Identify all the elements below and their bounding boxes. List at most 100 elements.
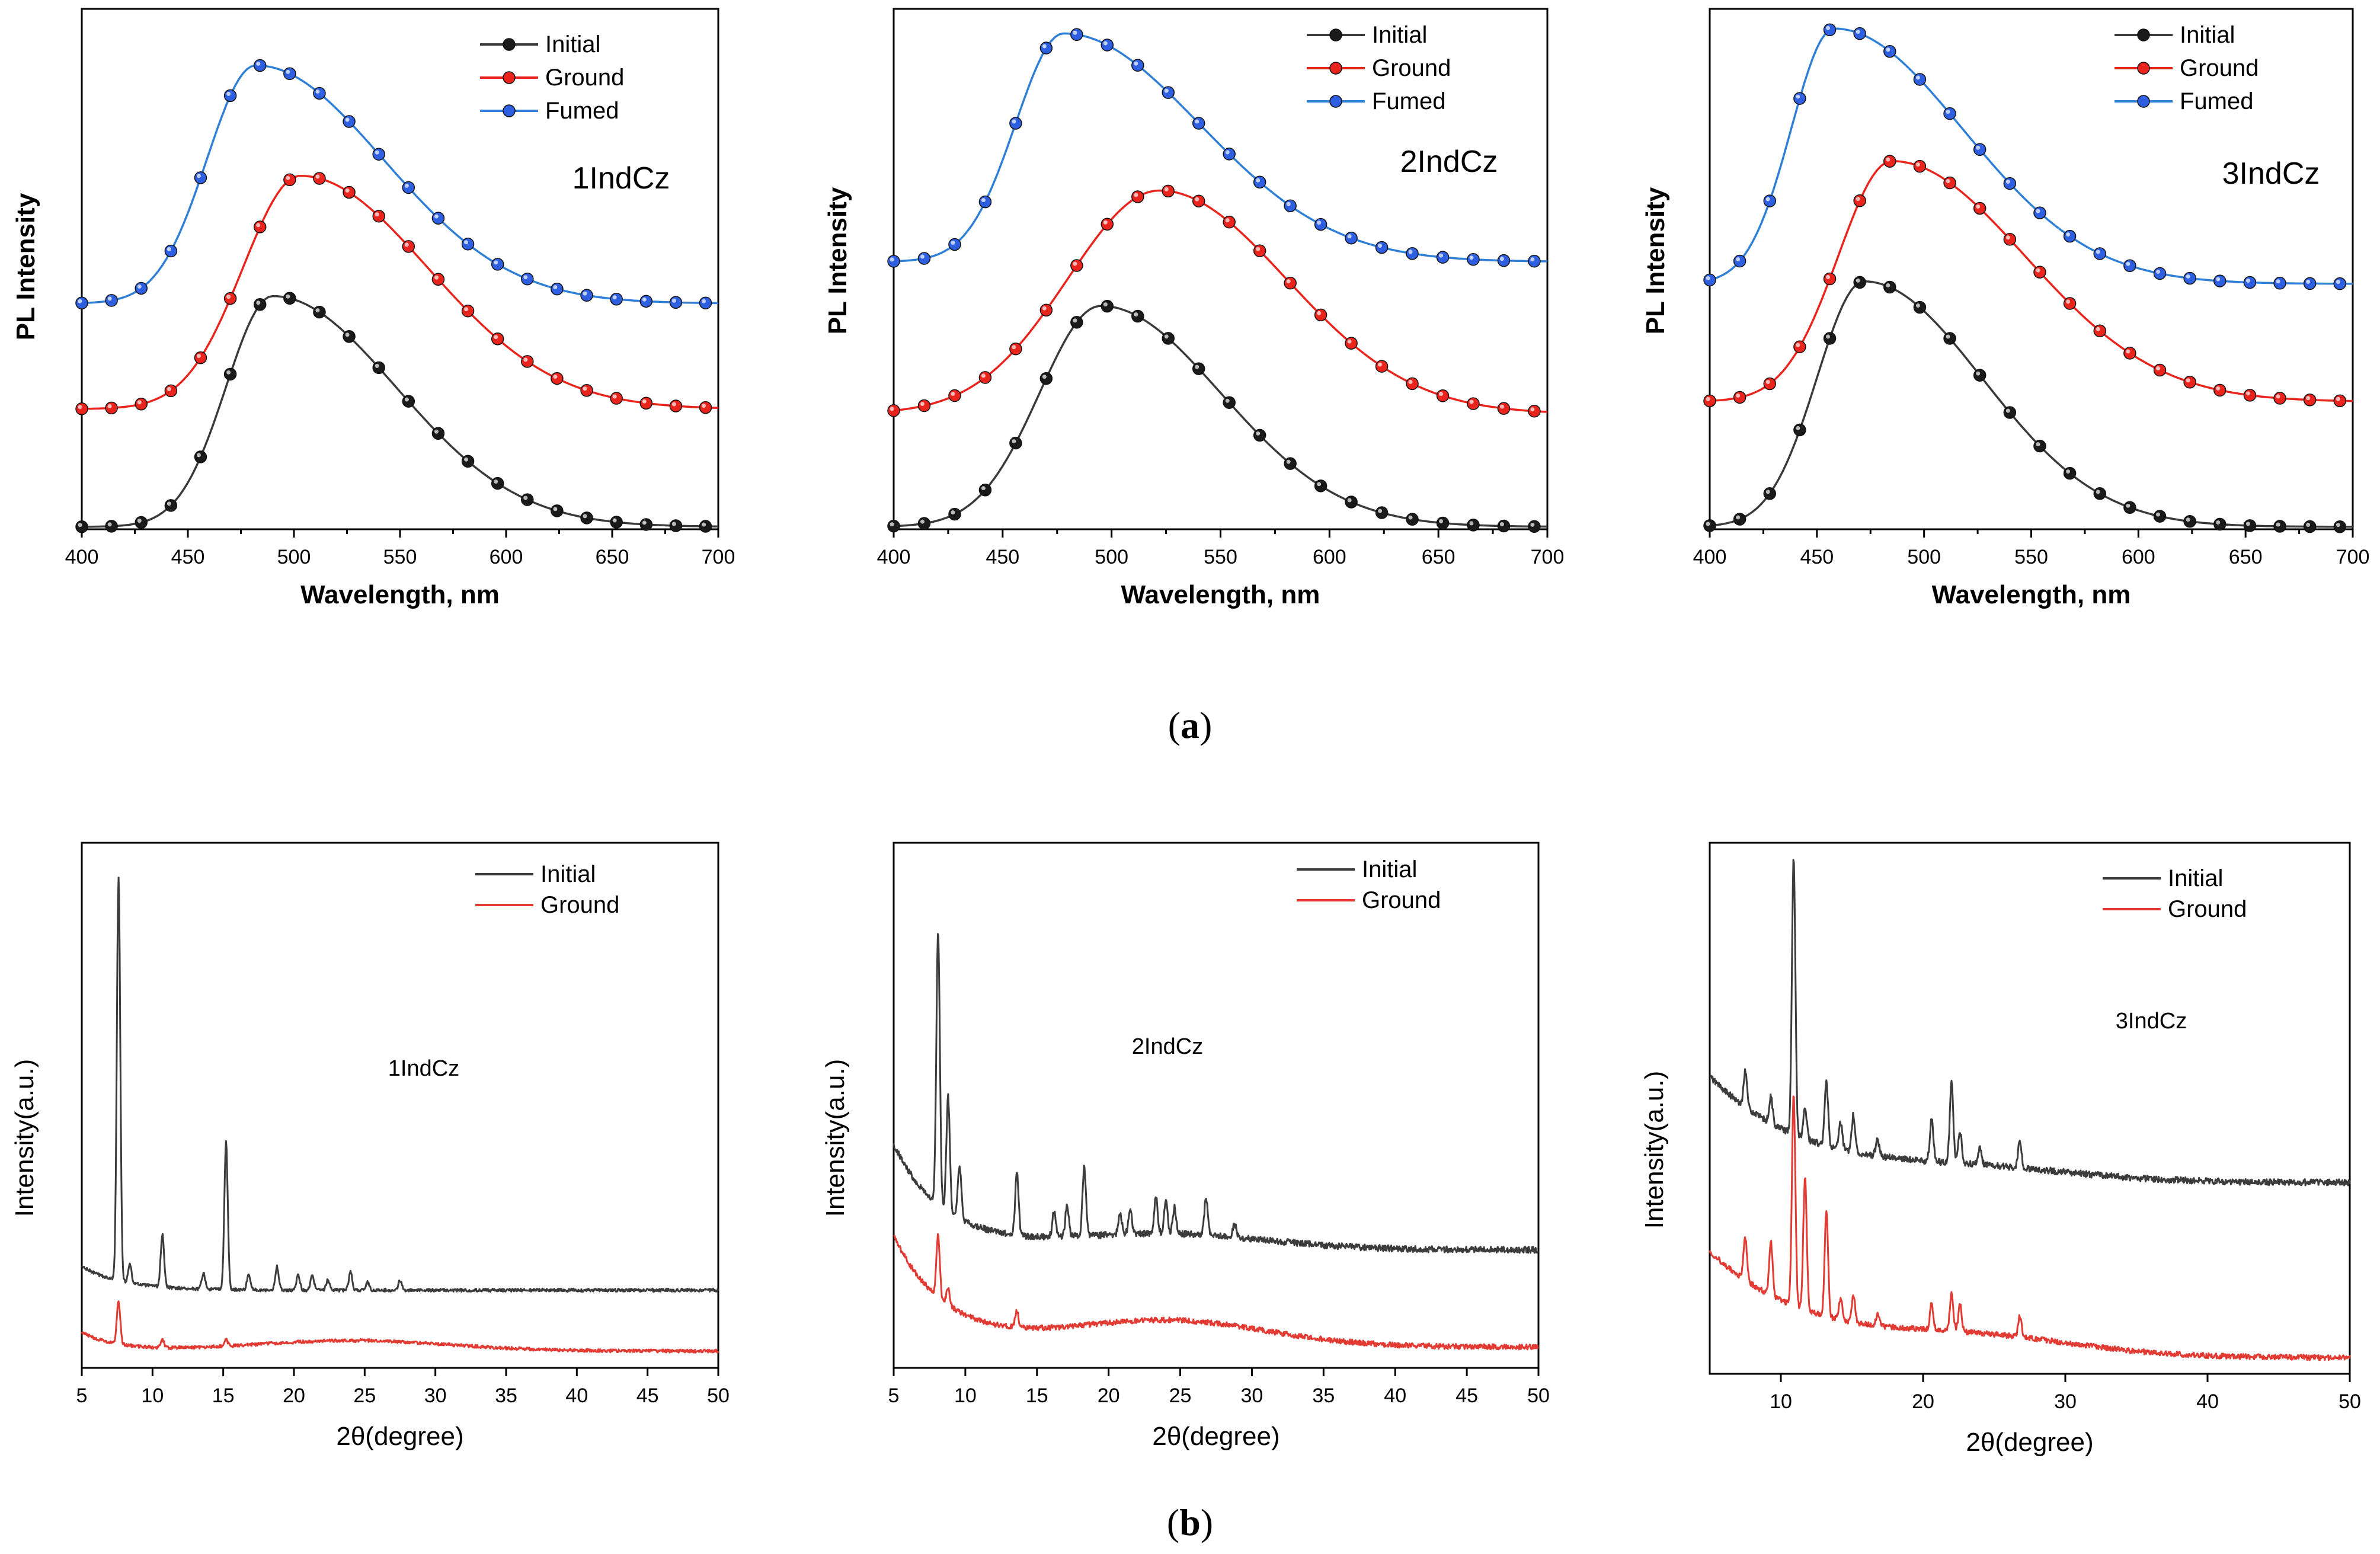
y-axis-title: Intensity(a.u.)	[10, 1059, 39, 1217]
data-point-highlight	[2156, 512, 2160, 517]
data-point-initial	[1253, 429, 1266, 442]
data-point-highlight	[286, 175, 290, 180]
data-point-highlight	[2066, 299, 2071, 304]
data-point-highlight	[315, 174, 320, 179]
data-point-highlight	[2336, 397, 2340, 401]
data-point-highlight	[434, 275, 439, 280]
data-point-fumed	[1793, 92, 1806, 105]
data-point-initial	[343, 330, 356, 343]
data-point-fumed	[1345, 231, 1358, 245]
data-point-ground	[194, 351, 207, 364]
data-point-fumed	[1375, 241, 1389, 254]
data-point-highlight	[2306, 279, 2311, 284]
x-tick-label: 600	[490, 546, 523, 568]
sample-label: 2IndCz	[1400, 145, 1498, 179]
data-point-highlight	[345, 332, 350, 337]
chart-5: 5 10 15 20 25 30 35 40 45 50 2θ(degree) Intensity(a…	[821, 842, 1550, 1451]
x-tick-label: 20	[283, 1384, 305, 1407]
data-point-highlight	[2336, 280, 2340, 284]
data-point-highlight	[1796, 94, 1800, 99]
data-point-fumed	[1497, 254, 1511, 267]
data-point-highlight	[345, 188, 350, 193]
data-point-highlight	[1317, 220, 1322, 225]
x-tick-label: 400	[65, 546, 99, 568]
data-point-initial	[978, 483, 992, 497]
series-line-initial	[1709, 859, 2351, 1187]
data-point-initial	[1467, 519, 1480, 532]
data-point-ground	[639, 397, 653, 410]
data-point-fumed	[1436, 251, 1450, 264]
x-tick-label: 10	[141, 1384, 164, 1407]
data-point-highlight	[2036, 268, 2040, 273]
data-point-fumed	[1528, 254, 1541, 268]
data-point-highlight	[523, 357, 528, 362]
data-point-fumed	[639, 295, 653, 308]
data-point-highlight	[1225, 150, 1230, 155]
data-point-initial	[1436, 516, 1450, 530]
data-point-ground	[1528, 404, 1541, 418]
data-point-highlight	[2156, 366, 2160, 370]
legend-marker-ground	[1329, 62, 1342, 75]
data-point-highlight	[890, 407, 894, 411]
data-point-highlight	[642, 520, 647, 525]
data-point-ground	[1913, 159, 1927, 173]
data-point-fumed	[372, 148, 385, 161]
data-point-highlight	[1012, 439, 1016, 444]
data-point-fumed	[1223, 148, 1236, 161]
data-point-fumed	[2303, 277, 2317, 290]
data-point-highlight	[1439, 253, 1444, 258]
y-axis-title: Intensity(a.u.)	[821, 1059, 850, 1217]
data-point-highlight	[464, 240, 469, 245]
data-point-highlight	[494, 260, 498, 265]
data-point-highlight	[1225, 218, 1230, 223]
legend-marker-fumed	[503, 104, 516, 117]
data-point-highlight	[494, 335, 498, 340]
data-point-ground	[1314, 308, 1327, 322]
data-point-highlight	[2186, 274, 2190, 279]
data-point-highlight	[951, 240, 955, 245]
x-axis-title: Wavelength, nm	[300, 580, 500, 609]
x-tick-label: 550	[383, 546, 417, 568]
data-point-initial	[2273, 520, 2286, 533]
data-point-highlight	[1286, 202, 1291, 206]
data-point-highlight	[1530, 257, 1535, 262]
data-point-highlight	[1256, 431, 1261, 436]
chart-2: 400 450 500 550 600 650 700 Wavelength, nm PL In…	[823, 8, 1564, 609]
data-point-fumed	[1763, 194, 1777, 207]
data-point-fumed	[164, 244, 178, 258]
data-point-fumed	[1943, 107, 1956, 120]
data-point-highlight	[1736, 257, 1741, 262]
data-point-initial	[1497, 519, 1511, 533]
chart-6: 10 20 30 40 50 2θ(degree) Intensity(a.u.) 3IndC…	[1640, 842, 2361, 1457]
y-axis-title: PL Intensity	[1641, 187, 1670, 334]
data-point-highlight	[1073, 318, 1077, 323]
legend-marker-ground	[2137, 62, 2150, 75]
data-point-ground	[1733, 391, 1746, 404]
data-point-highlight	[2186, 517, 2190, 522]
data-point-highlight	[2276, 394, 2280, 399]
data-point-highlight	[981, 373, 986, 378]
x-axis-title: 2θ(degree)	[336, 1422, 463, 1451]
x-tick-label: 500	[277, 546, 311, 568]
data-point-initial	[1943, 332, 1956, 345]
data-point-initial	[491, 477, 504, 490]
data-point-fumed	[699, 296, 712, 309]
data-point-highlight	[1826, 334, 1831, 339]
data-point-highlight	[2005, 180, 2010, 184]
data-point-highlight	[434, 214, 439, 219]
data-point-highlight	[1856, 30, 1860, 34]
data-point-highlight	[2276, 522, 2280, 527]
data-point-initial	[135, 516, 148, 529]
plot-frame	[1709, 842, 2351, 1375]
x-tick-label: 15	[212, 1384, 235, 1407]
data-point-fumed	[2213, 274, 2227, 287]
legend-label-ground: Ground	[545, 65, 624, 91]
data-point-fumed	[1733, 254, 1746, 268]
x-tick-label: 35	[495, 1384, 517, 1407]
data-point-fumed	[948, 238, 961, 251]
data-point-initial	[313, 305, 326, 319]
data-point-highlight	[1765, 379, 1770, 384]
x-tick-label: 25	[1169, 1384, 1192, 1407]
data-point-highlight	[1886, 157, 1890, 162]
